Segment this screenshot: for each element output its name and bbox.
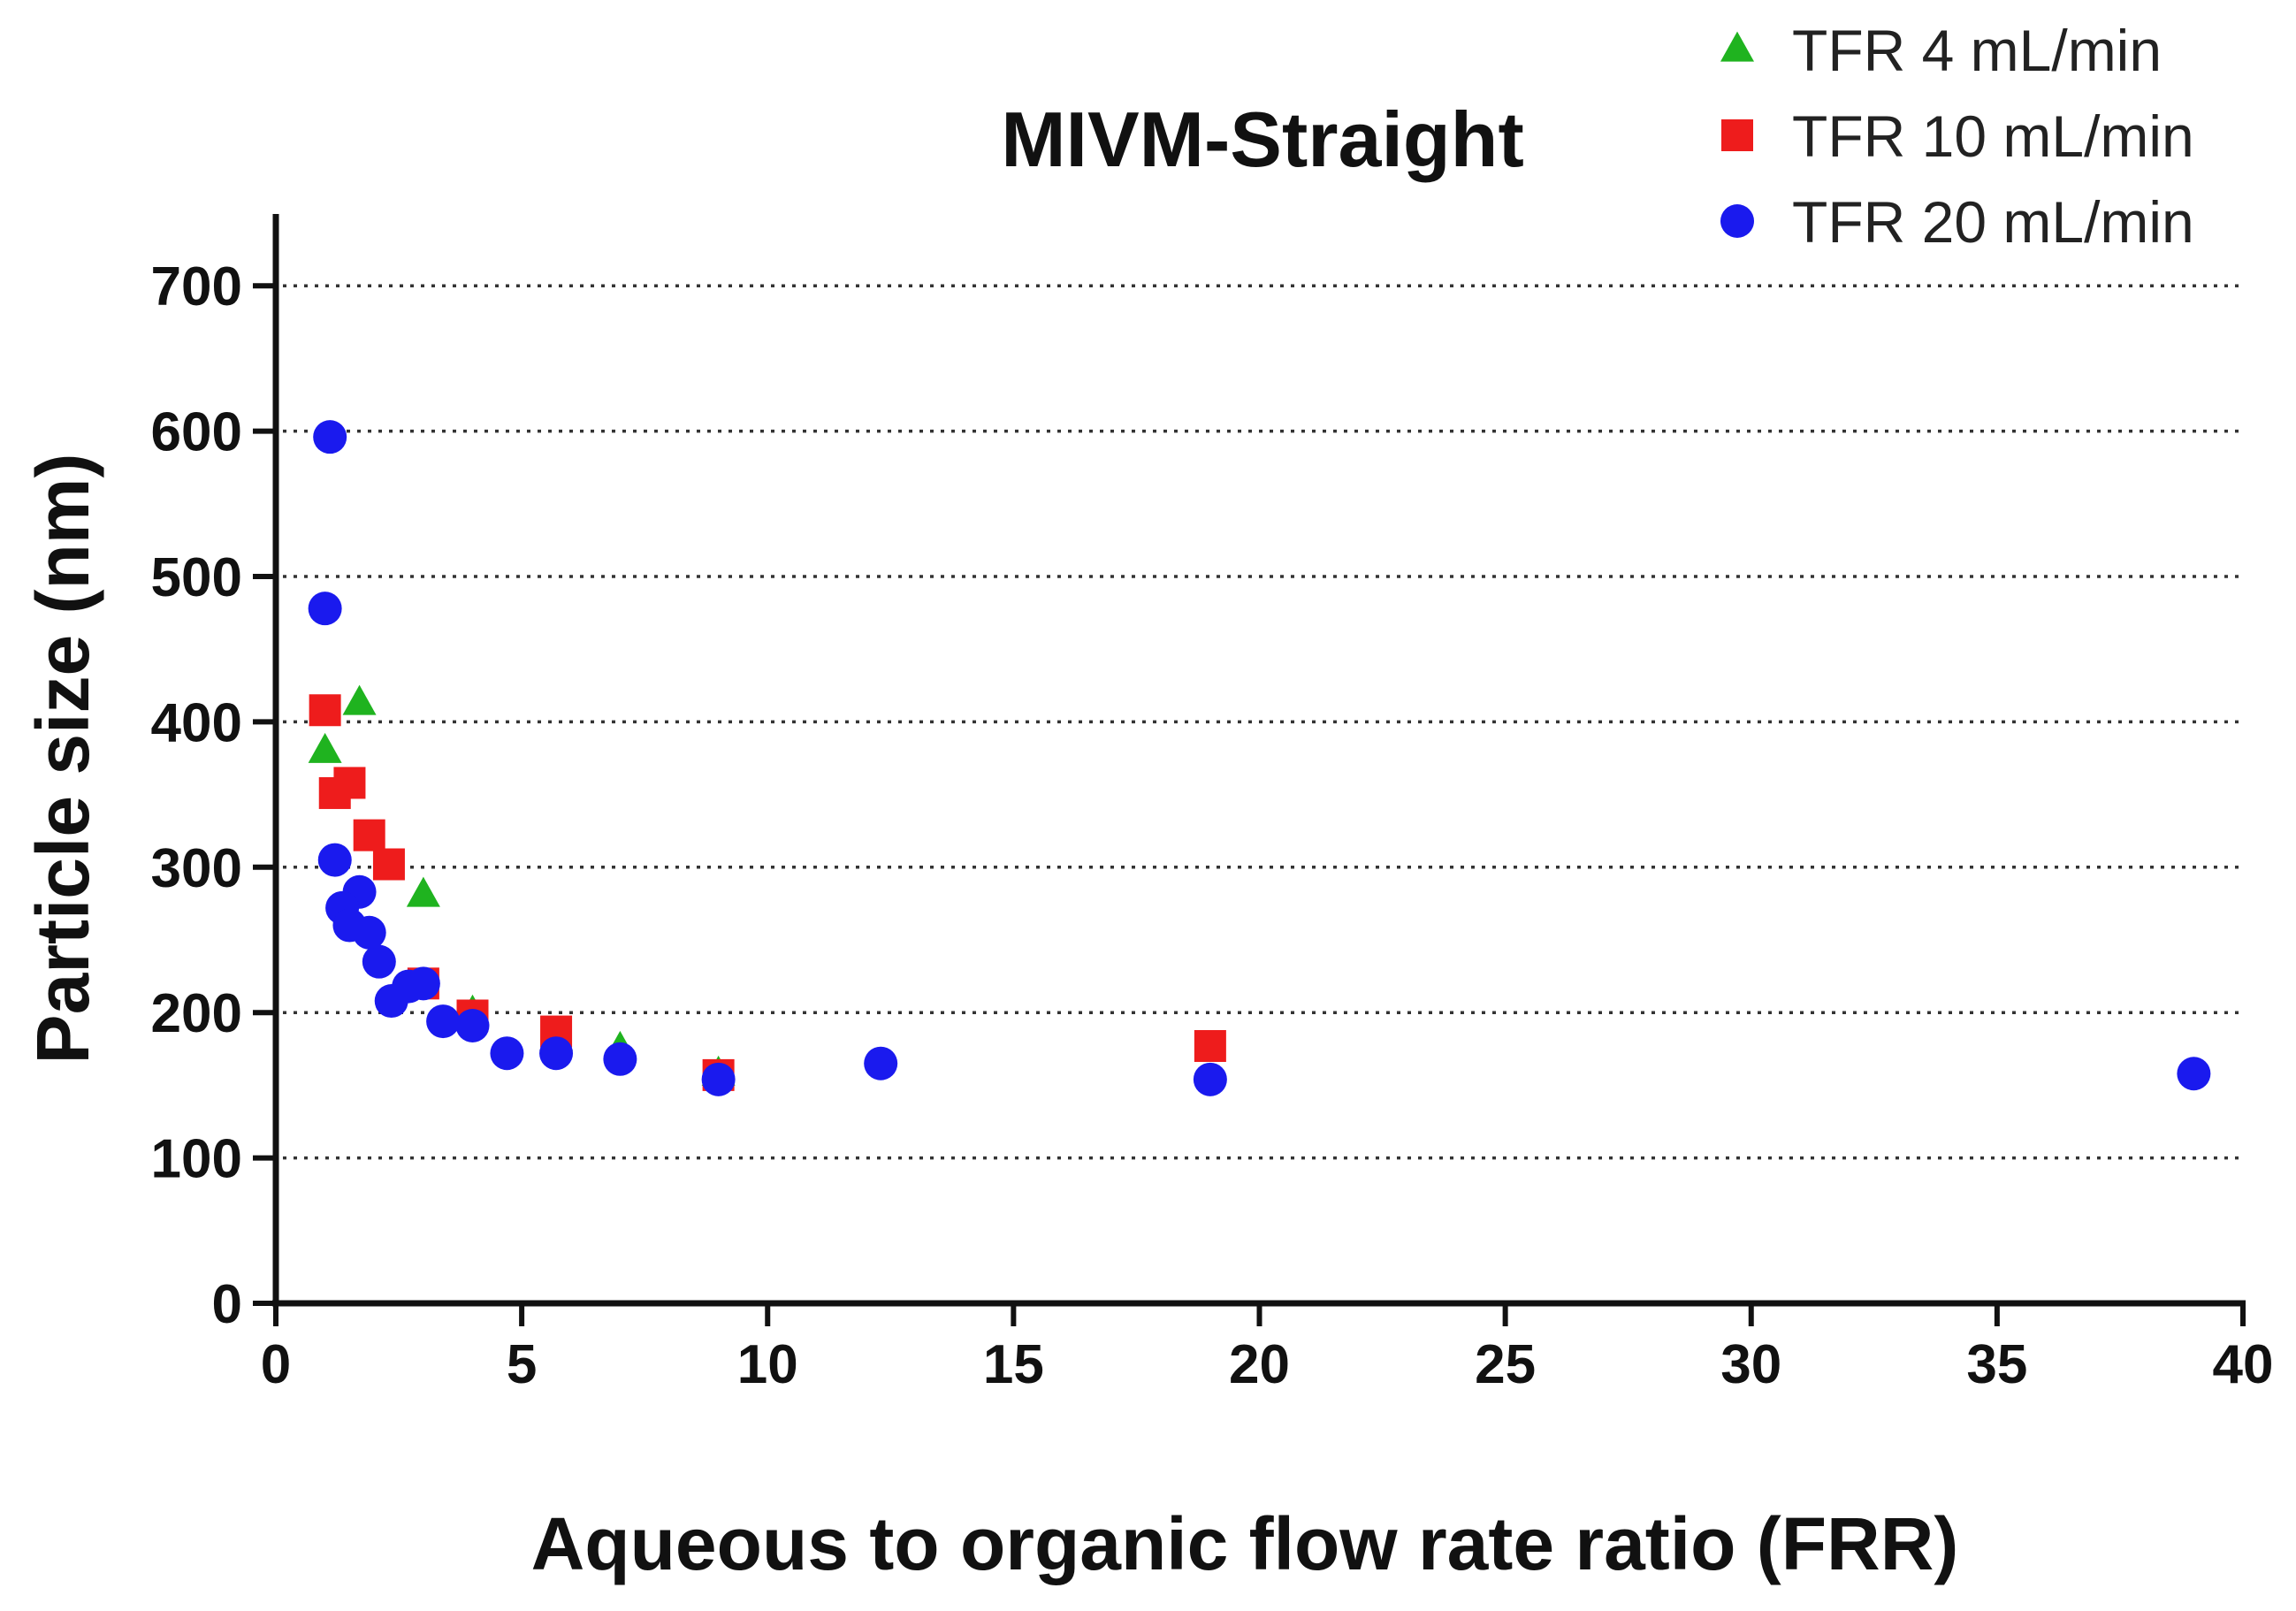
legend-label-0: TFR 4 mL/min xyxy=(1792,18,2162,83)
axis-ticks: 0 100 200 300 400 500 600 700 0 5 10 15 20 25 30 35 40 xyxy=(151,256,2274,1395)
y-tick-label-700: 700 xyxy=(151,256,242,317)
y-tick-label-500: 500 xyxy=(151,547,242,608)
y-tick-label-0: 0 xyxy=(212,1274,242,1335)
point-circle-2 xyxy=(317,843,352,877)
legend-label-2: TFR 20 mL/min xyxy=(1792,189,2194,255)
x-tick-label-35: 35 xyxy=(1966,1334,2027,1395)
axes xyxy=(272,214,2246,1307)
point-triangle-0 xyxy=(308,732,342,763)
point-circle-19 xyxy=(2177,1057,2211,1091)
y-tick-label-300: 300 xyxy=(151,838,242,899)
point-square-3 xyxy=(353,819,385,851)
point-circle-16 xyxy=(701,1062,736,1096)
point-square-0 xyxy=(309,694,341,727)
x-tick-label-10: 10 xyxy=(737,1334,798,1395)
point-triangle-1 xyxy=(342,684,377,715)
x-tick-label-0: 0 xyxy=(261,1334,291,1395)
point-circle-13 xyxy=(490,1036,524,1071)
y-tick-label-100: 100 xyxy=(151,1129,242,1190)
legend-marker-triangle xyxy=(1720,31,1754,62)
y-tick-label-200: 200 xyxy=(151,983,242,1044)
data-points xyxy=(308,420,2211,1096)
x-tick-label-15: 15 xyxy=(983,1334,1044,1395)
point-circle-17 xyxy=(864,1046,898,1080)
point-circle-1 xyxy=(308,592,342,626)
gridlines xyxy=(283,284,2243,1160)
x-tick-label-5: 5 xyxy=(507,1334,537,1395)
point-square-4 xyxy=(372,848,405,881)
legend-marker-square xyxy=(1721,119,1753,151)
legend-marker-circle xyxy=(1720,204,1754,238)
y-tick-label-400: 400 xyxy=(151,692,242,753)
x-tick-label-30: 30 xyxy=(1720,1334,1781,1395)
legend: TFR 4 mL/min TFR 10 mL/min TFR 20 mL/min xyxy=(1720,18,2194,255)
y-tick-label-600: 600 xyxy=(151,402,242,463)
y-axis-label: Particle size (nm) xyxy=(21,454,104,1065)
point-circle-14 xyxy=(539,1036,574,1071)
point-circle-10 xyxy=(406,966,440,1001)
x-tick-label-40: 40 xyxy=(2213,1334,2274,1395)
point-square-9 xyxy=(1194,1030,1226,1063)
point-circle-15 xyxy=(603,1042,637,1076)
point-circle-0 xyxy=(313,420,347,454)
point-triangle-2 xyxy=(406,876,440,907)
point-circle-6 xyxy=(352,915,386,950)
point-circle-12 xyxy=(455,1008,490,1042)
series-circle xyxy=(308,420,2211,1096)
x-tick-label-25: 25 xyxy=(1475,1334,1536,1395)
legend-label-1: TFR 10 mL/min xyxy=(1792,103,2194,169)
x-tick-label-20: 20 xyxy=(1229,1334,1290,1395)
point-square-2 xyxy=(333,767,366,799)
point-circle-11 xyxy=(426,1004,461,1039)
x-axis-label: Aqueous to organic flow rate ratio (FRR) xyxy=(531,1502,1959,1585)
chart-title: MIVM-Straight xyxy=(1001,95,1524,183)
point-circle-7 xyxy=(362,944,396,979)
point-circle-18 xyxy=(1193,1062,1227,1096)
